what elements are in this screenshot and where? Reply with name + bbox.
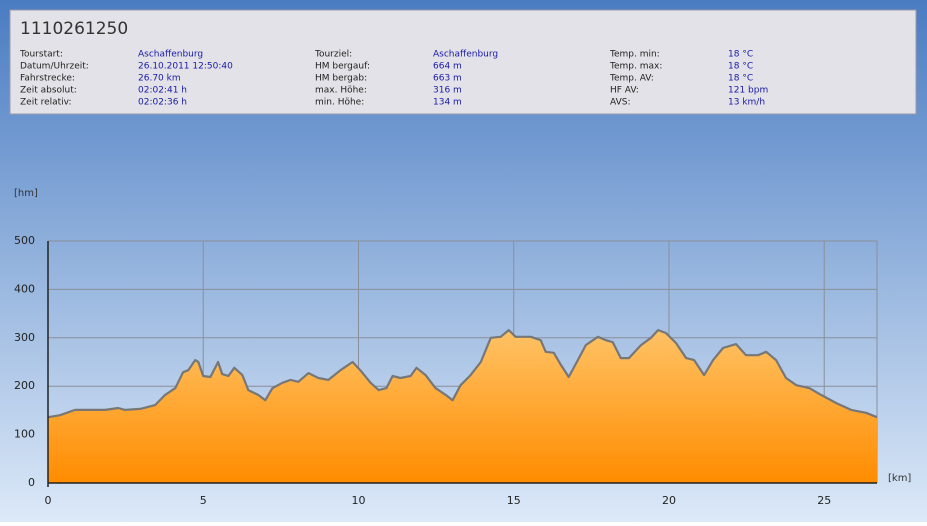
info-panel bbox=[9, 9, 917, 115]
info-value: 664 m bbox=[433, 62, 462, 72]
info-table: Tourstart: Aschaffenburg Datum/Uhrzeit: 26.… bbox=[19, 50, 768, 108]
info-value: 316 m bbox=[433, 86, 462, 96]
elevation-line bbox=[47, 329, 878, 419]
info-value: 13 km/h bbox=[728, 98, 765, 108]
info-value: Aschaffenburg bbox=[138, 50, 203, 60]
info-value: 02:02:41 h bbox=[138, 86, 187, 96]
x-tick-label: 5 bbox=[200, 494, 207, 507]
info-label: max. Höhe: bbox=[315, 86, 367, 96]
info-label: HF AV: bbox=[610, 86, 639, 96]
info-label: Zeit absolut: bbox=[20, 86, 77, 96]
x-tick-label: 20 bbox=[662, 494, 676, 507]
info-value: 663 m bbox=[433, 74, 462, 84]
y-tick-label: 500 bbox=[14, 234, 35, 247]
info-value: 26.10.2011 12:50:40 bbox=[138, 62, 233, 72]
y-tick-label: 300 bbox=[14, 331, 35, 344]
info-value: 26.70 km bbox=[138, 74, 181, 84]
info-label: Temp. max: bbox=[609, 62, 662, 72]
y-tick-label: 400 bbox=[14, 282, 35, 295]
info-value: 02:02:36 h bbox=[138, 98, 187, 108]
info-label: Tourstart: bbox=[19, 50, 63, 60]
info-label: Tourziel: bbox=[314, 50, 352, 60]
info-label: Fahrstrecke: bbox=[20, 74, 75, 84]
y-tick-label: 200 bbox=[14, 379, 35, 392]
info-label: Temp. min: bbox=[609, 50, 660, 60]
info-value: 18 °C bbox=[728, 74, 753, 84]
info-label: min. Höhe: bbox=[315, 98, 364, 108]
x-tick-label: 0 bbox=[45, 494, 52, 507]
panel-title: 1110261250 bbox=[20, 19, 128, 39]
x-tick-label: 15 bbox=[507, 494, 521, 507]
info-label: Temp. AV: bbox=[609, 74, 654, 84]
y-axis-label: [hm] bbox=[14, 188, 38, 199]
info-value: 18 °C bbox=[728, 62, 753, 72]
info-label: HM bergab: bbox=[315, 74, 367, 84]
y-tick-label: 0 bbox=[28, 476, 35, 489]
y-tick-label: 100 bbox=[14, 428, 35, 441]
info-value: 121 bpm bbox=[728, 86, 768, 96]
x-tick-label: 10 bbox=[351, 494, 365, 507]
x-tick-label: 25 bbox=[817, 494, 831, 507]
x-axis-label: [km] bbox=[888, 473, 911, 484]
info-label: Datum/Uhrzeit: bbox=[20, 62, 89, 72]
info-label: AVS: bbox=[610, 98, 630, 108]
info-value: 18 °C bbox=[728, 50, 753, 60]
info-label: HM bergauf: bbox=[315, 62, 370, 72]
info-value: 134 m bbox=[433, 98, 462, 108]
info-label: Zeit relativ: bbox=[20, 98, 72, 108]
info-value: Aschaffenburg bbox=[433, 50, 498, 60]
